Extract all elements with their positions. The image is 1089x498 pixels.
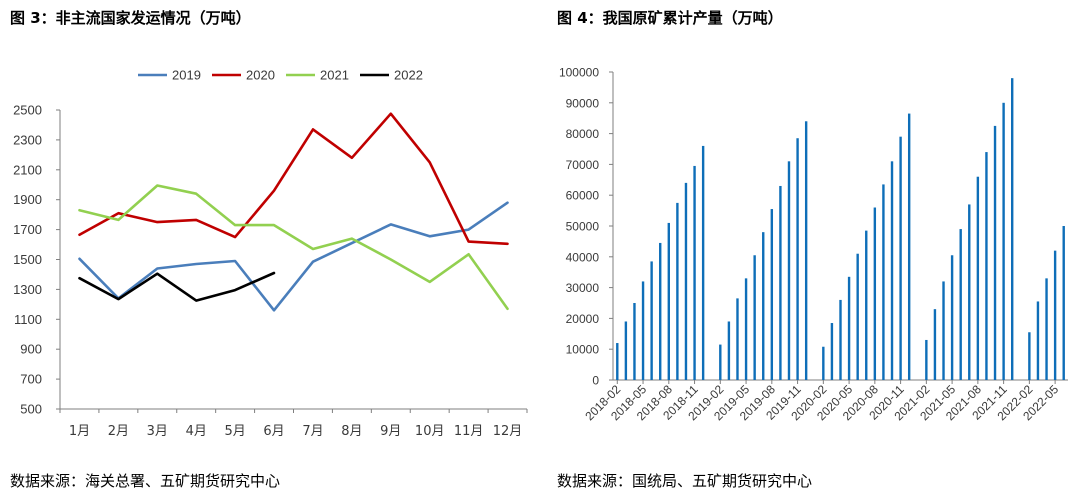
bar-2021-08: [976, 176, 980, 380]
y-tick-label: 90000: [566, 96, 600, 110]
bar-2019-10: [787, 161, 791, 380]
series-line-2022: [78, 271, 276, 302]
legend-label-2020: 2020: [246, 68, 275, 83]
y-tick-label: 1300: [13, 282, 42, 297]
y-tick-label: 10000: [566, 343, 600, 357]
bar-2019-12: [804, 121, 808, 380]
right-chart-source: 数据来源：国统局、五矿期货研究中心: [557, 472, 813, 490]
bar-2020-02: [822, 346, 825, 380]
x-tick-label: 9月: [380, 424, 401, 439]
y-tick-label: 1700: [13, 222, 42, 237]
bar-2021-02: [925, 339, 928, 380]
left-chart-source: 数据来源：海关总署、五矿期货研究中心: [10, 472, 281, 490]
x-tick-label: 3月: [147, 424, 168, 439]
bar-2019-06: [753, 255, 756, 380]
bar-2022-02: [1028, 332, 1031, 380]
x-tick-label: 12月: [493, 424, 523, 439]
bar-2020-05: [847, 276, 851, 380]
x-tick-label: 1月: [69, 424, 90, 439]
bar-2022-03: [1036, 301, 1040, 380]
legend-label-2021: 2021: [320, 68, 349, 83]
series-line-2019: [78, 201, 509, 312]
x-tick-label: 4月: [186, 424, 207, 439]
shipment-line-chart: 500 700 900 1100 1300 1500 1700 1900 2100 2300 250…: [13, 68, 528, 439]
bar-2021-03: [933, 309, 937, 380]
x-tick-label: 10月: [415, 424, 445, 439]
left-chart-title: 图 3：非主流国家发运情况（万吨）: [10, 9, 251, 27]
y-tick-label: 40000: [566, 250, 600, 264]
bar-2019-07: [762, 232, 765, 380]
bar-2022-06: [1062, 226, 1065, 380]
y-tick-label: 500: [20, 402, 42, 417]
y-tick-label: 2100: [13, 162, 42, 177]
left-chart-panel: 图 3：非主流国家发运情况（万吨） 500 700 900 1100 1300 1500 1…: [10, 9, 528, 490]
series-line-2020: [78, 112, 509, 246]
bar-2020-08: [873, 207, 877, 380]
bar-2020-03: [830, 323, 834, 380]
y-tick-label: 20000: [566, 312, 600, 326]
x-tick-label: 8月: [341, 424, 362, 439]
bar-2021-09: [985, 152, 988, 380]
bar-2018-08: [667, 222, 670, 380]
bar-2021-10: [993, 125, 997, 381]
bar-2018-09: [676, 202, 679, 380]
y-tick-label: 1100: [14, 312, 42, 327]
y-tick-label: 50000: [566, 220, 600, 234]
x-tick-label: 5月: [224, 424, 245, 439]
bar-2020-12: [907, 113, 911, 380]
bar-2018-02: [616, 343, 619, 380]
y-tick-label: 900: [20, 342, 42, 357]
bar-2021-12: [1011, 78, 1014, 380]
bar-2019-11: [796, 138, 799, 380]
bar-2020-06: [856, 253, 859, 380]
bar-2018-12: [701, 145, 705, 380]
y-tick-label: 0: [592, 374, 599, 388]
bar-2018-10: [684, 182, 688, 380]
series-line-2021: [78, 184, 509, 311]
y-tick-label: 70000: [566, 158, 600, 172]
bar-2021-06: [959, 229, 962, 380]
x-tick-label: 2月: [108, 424, 129, 439]
y-tick-label: 2300: [13, 132, 42, 147]
bar-2022-04: [1045, 278, 1048, 380]
bar-2018-06: [650, 261, 653, 380]
right-chart-title: 图 4：我国原矿累计产量（万吨）: [557, 9, 783, 27]
bar-2019-04: [736, 298, 739, 380]
bar-2020-04: [839, 299, 842, 380]
y-tick-label: 2500: [13, 103, 42, 118]
legend-label-2019: 2019: [172, 68, 201, 83]
bar-2019-03: [727, 321, 731, 380]
y-tick-label: 700: [20, 372, 42, 387]
bar-2019-09: [779, 185, 782, 380]
right-chart-panel: 图 4：我国原矿累计产量（万吨） 0 10000 20000 30000 40000 50…: [545, 0, 1089, 498]
bar-2021-05: [950, 255, 954, 380]
bar-2022-05: [1053, 250, 1057, 380]
bar-2021-11: [1002, 102, 1005, 381]
y-tick-label: 60000: [566, 189, 600, 203]
bar-2020-10: [890, 161, 894, 380]
x-tick-label: 7月: [302, 424, 323, 439]
y-tick-label: 1500: [13, 252, 42, 267]
legend-label-2022: 2022: [394, 68, 423, 83]
bar-2019-08: [770, 209, 774, 380]
bar-2018-11: [693, 165, 696, 380]
y-tick-label: 1900: [13, 192, 42, 207]
y-tick-label: 100000: [559, 66, 599, 80]
bar-2021-04: [942, 281, 945, 380]
y-tick-label: 80000: [566, 127, 600, 141]
ore-output-bar-chart: 0 10000 20000 30000 40000 50000 60000 70000 8000…: [559, 66, 1068, 423]
bar-2020-09: [882, 184, 885, 380]
y-tick-label: 30000: [566, 281, 600, 295]
bar-2021-07: [968, 204, 971, 380]
bar-2020-07: [865, 230, 868, 380]
bar-2018-05: [641, 281, 645, 380]
bar-2019-02: [719, 344, 722, 380]
bar-2018-04: [633, 303, 636, 380]
x-tick-label: 6月: [263, 424, 284, 439]
bar-2018-03: [624, 321, 628, 380]
bar-2018-07: [659, 242, 662, 380]
bar-2020-11: [899, 136, 902, 380]
x-tick-label: 11月: [454, 424, 484, 439]
bar-2019-05: [744, 278, 748, 380]
